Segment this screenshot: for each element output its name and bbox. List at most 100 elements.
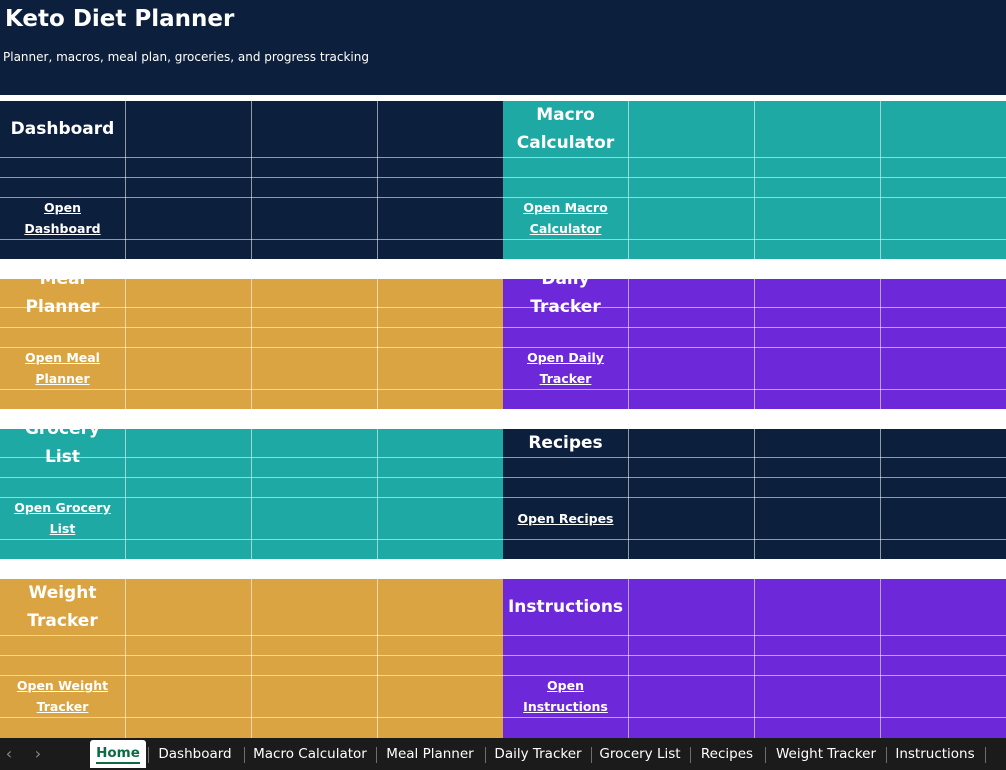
grid-line [628, 279, 629, 409]
grid-line [0, 157, 503, 158]
grid-line [0, 539, 503, 540]
grid-line [0, 717, 503, 718]
open-grocery-list-link[interactable]: Open Grocery List [14, 500, 111, 536]
grid-line [503, 457, 1006, 458]
grid-line [628, 429, 629, 559]
tab-dashboard[interactable]: Dashboard [150, 741, 240, 768]
block-title: Meal Planner [25, 279, 100, 317]
tab-label: Home [96, 745, 140, 764]
tab-divider [591, 747, 592, 763]
grid-line [628, 101, 629, 259]
sheet-tab-bar: ‹ › Home Dashboard Macro Calculator Meal Pl… [0, 738, 1006, 770]
grid-line [377, 279, 378, 409]
open-recipes-link[interactable]: Open Recipes [517, 510, 614, 526]
grid-line [0, 477, 503, 478]
grid-line [503, 539, 1006, 540]
grid-line [251, 279, 252, 409]
meal-planner-block: Meal Planner Open Meal Planner [0, 279, 503, 409]
tab-label: Meal Planner [386, 746, 474, 762]
grid-line [251, 579, 252, 738]
grocery-list-block: Grocery List Open Grocery List [0, 429, 503, 559]
tab-meal-planner[interactable]: Meal Planner [378, 741, 482, 768]
open-macro-calculator-link[interactable]: Open Macro Calculator [523, 200, 608, 236]
chevron-right-icon[interactable]: › [34, 744, 42, 763]
grid-line [880, 279, 881, 409]
grid-line [880, 579, 881, 738]
block-title: Recipes [528, 433, 603, 453]
dashboard-block: Dashboard Open Dashboard [0, 101, 503, 259]
grid-line [503, 389, 1006, 390]
tab-divider [148, 747, 149, 763]
block-title: Daily Tracker [530, 279, 601, 317]
open-instructions-link[interactable]: Open Instructions [523, 678, 608, 714]
tab-grocery-list[interactable]: Grocery List [593, 741, 687, 768]
tab-label: Recipes [700, 746, 754, 762]
open-meal-planner-link[interactable]: Open Meal Planner [25, 350, 100, 386]
open-daily-tracker-link[interactable]: Open Daily Tracker [527, 350, 604, 386]
tab-divider [985, 747, 986, 763]
open-weight-tracker-link[interactable]: Open Weight Tracker [16, 678, 109, 714]
tab-weight-tracker[interactable]: Weight Tracker [767, 741, 885, 768]
grid-line [754, 279, 755, 409]
tab-label: Dashboard [158, 746, 232, 762]
tab-label: Instructions [895, 746, 975, 762]
weight-tracker-block: Weight Tracker Open Weight Tracker [0, 579, 503, 738]
grid-line [377, 429, 378, 559]
grid-line [503, 655, 1006, 656]
page-title: Keto Diet Planner [5, 6, 235, 32]
grid-line [0, 239, 503, 240]
tab-divider [886, 747, 887, 763]
grid-line [880, 429, 881, 559]
grid-line [503, 717, 1006, 718]
page-subtitle: Planner, macros, meal plan, groceries, a… [3, 50, 369, 64]
tab-home[interactable]: Home [90, 740, 146, 768]
block-title: Dashboard [10, 119, 115, 139]
tab-macro-calculator[interactable]: Macro Calculator [246, 741, 374, 768]
tab-divider [690, 747, 691, 763]
grid-line [377, 579, 378, 738]
grid-line [125, 279, 126, 409]
grid-line [628, 579, 629, 738]
grid-line [503, 477, 1006, 478]
grid-line [0, 389, 503, 390]
macro-calculator-block: Macro Calculator Open Macro Calculator [503, 101, 1006, 259]
grid-line [0, 327, 503, 328]
tab-label: Daily Tracker [494, 746, 582, 762]
tab-recipes[interactable]: Recipes [692, 741, 762, 768]
grid-line [125, 579, 126, 738]
grid-line [503, 157, 1006, 158]
grid-line [503, 635, 1006, 636]
instructions-block: Instructions Open Instructions [503, 579, 1006, 738]
tab-divider [244, 747, 245, 763]
tab-instructions[interactable]: Instructions [888, 741, 982, 768]
daily-tracker-block: Daily Tracker Open Daily Tracker [503, 279, 1006, 409]
tab-divider [765, 747, 766, 763]
grid-line [0, 177, 503, 178]
grid-line [0, 635, 503, 636]
grid-line [754, 429, 755, 559]
grid-line [880, 101, 881, 259]
open-dashboard-link[interactable]: Open Dashboard [24, 200, 101, 236]
grid-line [754, 579, 755, 738]
tab-divider [376, 747, 377, 763]
chevron-left-icon[interactable]: ‹ [5, 744, 13, 763]
block-title: Weight Tracker [27, 583, 98, 631]
grid-line [377, 101, 378, 259]
grid-line [0, 655, 503, 656]
grid-line [125, 101, 126, 259]
grid-line [251, 429, 252, 559]
tab-daily-tracker[interactable]: Daily Tracker [487, 741, 589, 768]
recipes-block: Recipes Open Recipes [503, 429, 1006, 559]
tab-label: Weight Tracker [775, 746, 877, 762]
grid-line [125, 429, 126, 559]
tab-label: Macro Calculator [253, 746, 367, 762]
grid-line [503, 177, 1006, 178]
grid-line [754, 101, 755, 259]
grid-line [503, 239, 1006, 240]
tab-divider [485, 747, 486, 763]
block-title: Grocery List [24, 429, 101, 467]
block-title: Instructions [507, 597, 624, 617]
grid-line [251, 101, 252, 259]
header-banner: Keto Diet Planner Planner, macros, meal … [0, 0, 1006, 95]
